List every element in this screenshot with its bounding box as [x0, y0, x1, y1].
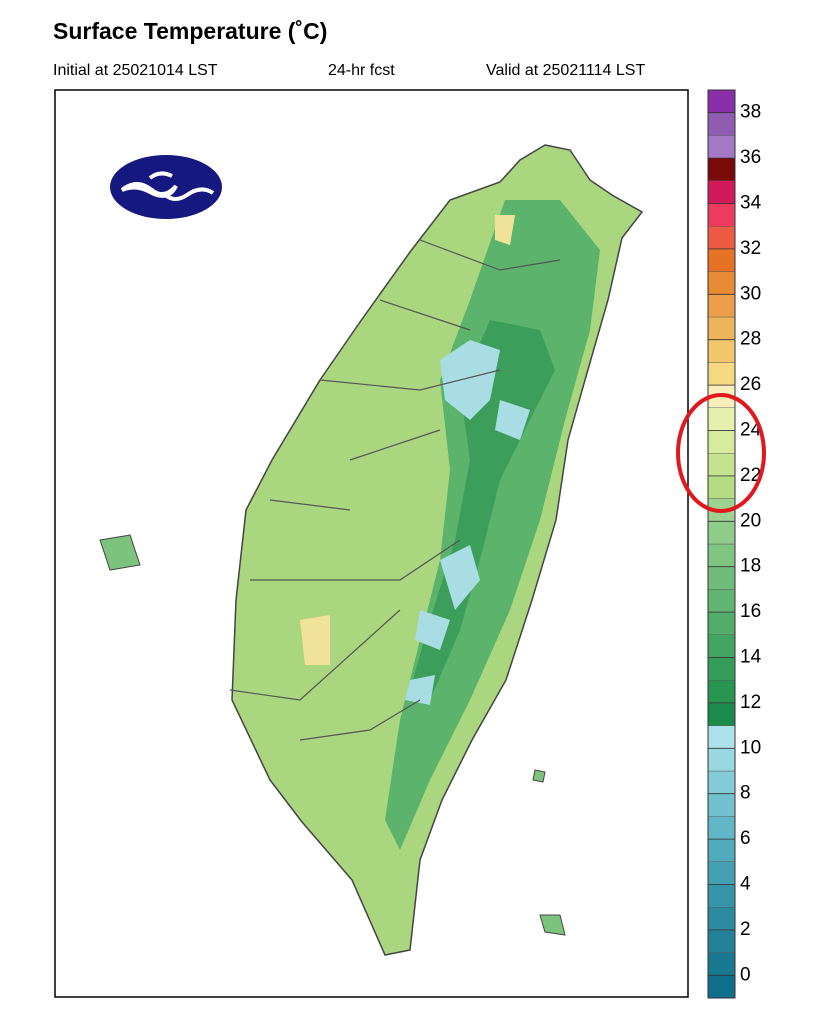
color-cell — [707, 770, 736, 794]
color-cell — [707, 748, 736, 772]
tick-label: 22 — [740, 465, 761, 486]
color-cell — [707, 203, 736, 227]
color-cell — [707, 430, 736, 454]
tick-label: 0 — [740, 964, 751, 985]
tick-label: 26 — [740, 374, 761, 395]
logo — [110, 155, 222, 219]
tick-label: 18 — [740, 556, 761, 577]
color-cell — [707, 180, 736, 204]
color-cell — [707, 725, 736, 749]
color-cell — [707, 884, 736, 908]
color-cell — [707, 339, 736, 363]
tick-label: 6 — [740, 828, 751, 849]
color-cell — [707, 248, 736, 272]
color-cell — [707, 362, 736, 386]
color-cell — [707, 294, 736, 318]
color-cell — [707, 793, 736, 817]
color-cell — [707, 589, 736, 613]
color-cell — [707, 861, 736, 885]
tick-label: 36 — [740, 147, 761, 168]
color-cell — [707, 135, 736, 159]
tick-label: 20 — [740, 510, 761, 531]
tick-label: 8 — [740, 783, 751, 804]
forecast-hour: 24-hr fcst — [328, 62, 395, 79]
tick-label: 14 — [740, 647, 762, 668]
color-cell — [707, 838, 736, 862]
color-cell — [707, 952, 736, 976]
color-cell — [707, 225, 736, 250]
color-cell — [707, 89, 736, 113]
color-cell — [707, 907, 736, 931]
color-cell — [707, 680, 736, 704]
tick-label: 10 — [740, 737, 761, 758]
valid-time: Valid at 25021114 LST — [486, 62, 645, 79]
color-cell — [707, 816, 736, 840]
title: Surface Temperature (˚C) — [53, 18, 327, 44]
tick-label: 24 — [740, 420, 762, 441]
tick-label: 28 — [740, 329, 761, 350]
colorbar-frame — [707, 89, 736, 999]
tick-label: 32 — [740, 238, 761, 259]
color-cell — [707, 975, 736, 999]
color-cell — [707, 611, 736, 635]
tick-label: 4 — [740, 874, 751, 895]
tick-label: 2 — [740, 919, 751, 940]
initial-time: Initial at 25021014 LST — [53, 62, 218, 79]
color-cell — [707, 634, 736, 658]
tick-label: 30 — [740, 283, 761, 304]
color-cell — [707, 407, 736, 431]
highlight-circle — [676, 393, 766, 513]
color-cell — [707, 475, 736, 499]
color-cell — [707, 271, 736, 295]
color-cell — [707, 566, 736, 590]
color-cell — [707, 157, 736, 182]
color-cell — [707, 657, 736, 681]
tick-label: 16 — [740, 601, 761, 622]
color-cell — [707, 702, 736, 726]
color-cell — [707, 112, 736, 136]
color-cell — [707, 929, 736, 953]
color-cell — [707, 521, 736, 545]
color-cell — [707, 453, 736, 477]
tick-label: 12 — [740, 692, 761, 713]
tick-label: 34 — [740, 193, 762, 214]
color-cell — [707, 316, 736, 340]
tick-label: 38 — [740, 102, 761, 123]
color-cell — [707, 543, 736, 567]
taiwan-map — [99, 144, 644, 956]
